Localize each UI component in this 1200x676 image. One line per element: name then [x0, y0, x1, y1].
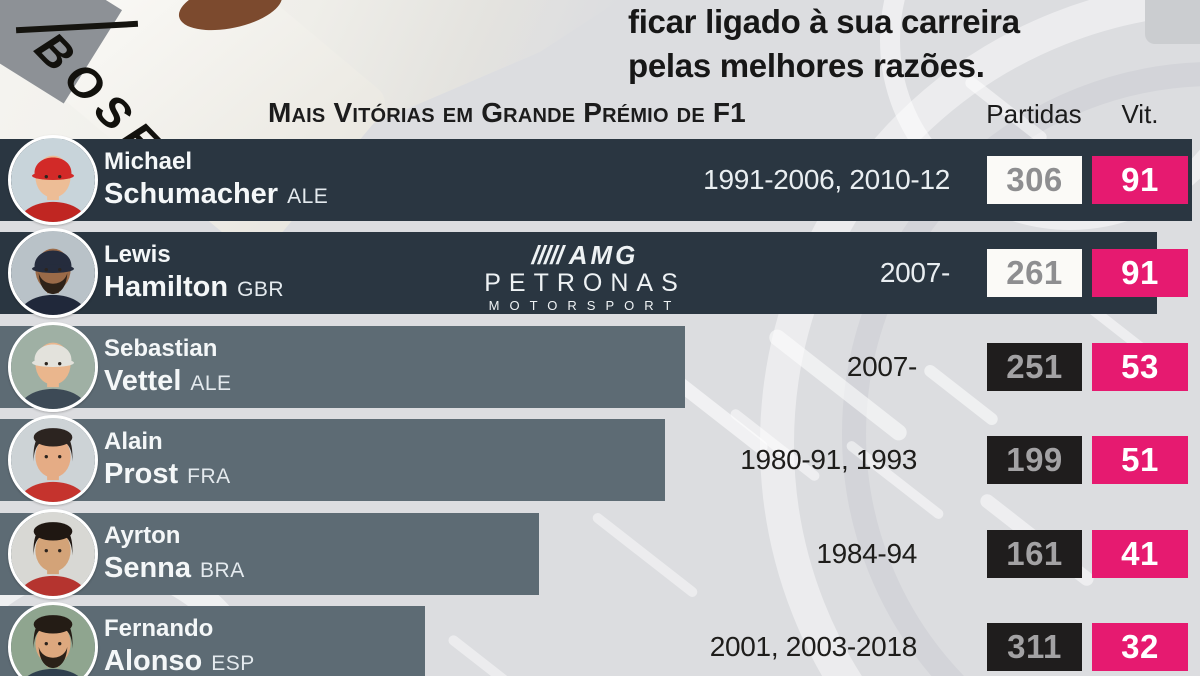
driver-last-name-line: Senna BRA	[104, 551, 245, 588]
driver-first-name: Alain	[104, 428, 163, 455]
amg-stripes-icon: /////	[531, 240, 564, 270]
victories-value-badge: 41	[1092, 530, 1188, 578]
hero-photo-area: BOSE	[0, 0, 640, 262]
petronas-logo-text: PETRONAS	[484, 269, 686, 297]
amg-logo-line: /////AMG	[420, 241, 750, 269]
career-years: 2001, 2003-2018	[709, 631, 918, 662]
driver-last-name-line: Alonso ESP	[104, 644, 255, 676]
career-years: 1980-91, 1993	[740, 444, 917, 475]
background-corner-tab	[1145, 0, 1200, 44]
win-bar	[0, 326, 685, 408]
driver-photo	[8, 135, 98, 225]
driver-last-name-line: Hamilton GBR	[104, 270, 284, 307]
amg-petronas-logo: /////AMG PETRONAS MOTORSPORT	[420, 241, 750, 314]
career-years: 1991-2006, 2010-12	[703, 164, 950, 195]
driver-country-code: ALE	[190, 372, 232, 395]
victories-value-badge: 53	[1092, 343, 1188, 391]
driver-country-code: ESP	[211, 652, 255, 675]
partidas-value-badge: 306	[987, 156, 1082, 204]
victories-value-badge: 91	[1092, 156, 1188, 204]
driver-last-name: Alonso	[104, 645, 203, 676]
driver-name: Fernando Alonso ESP	[104, 613, 255, 676]
partidas-value-badge: 199	[987, 436, 1082, 484]
driver-photo	[8, 602, 98, 676]
driver-row: Fernando Alonso ESP 2001, 2003-2018 311 32	[0, 602, 1200, 676]
driver-name: Lewis Hamilton GBR	[104, 239, 284, 307]
driver-row: Michael Schumacher ALE 1991-2006, 2010-12 30…	[0, 135, 1200, 225]
career-years: 2007-	[846, 351, 917, 382]
driver-last-name-line: Prost FRA	[104, 457, 231, 494]
driver-name: Michael Schumacher ALE	[104, 146, 328, 214]
intro-caption-line1: ficar ligado à sua carreira	[628, 3, 1020, 40]
driver-last-name-line: Vettel ALE	[104, 364, 232, 401]
career-years: 2007-	[879, 257, 950, 288]
driver-first-name: Sebastian	[104, 335, 218, 362]
partidas-value-badge: 161	[987, 530, 1082, 578]
victories-value-badge: 51	[1092, 436, 1188, 484]
driver-photo	[8, 415, 98, 505]
driver-last-name-line: Schumacher ALE	[104, 177, 328, 214]
driver-last-name: Hamilton	[104, 271, 229, 303]
driver-row: Ayrton Senna BRA 1984-94 161 41	[0, 509, 1200, 599]
driver-row: /////AMG PETRONAS MOTORSPORT Lewis Hamilton G…	[0, 228, 1200, 318]
intro-caption-line2: pelas melhores razões.	[628, 47, 985, 84]
driver-country-code: FRA	[187, 465, 231, 488]
amg-logo-text: AMG	[568, 240, 639, 270]
driver-first-name: Ayrton	[104, 522, 181, 549]
driver-photo	[8, 509, 98, 599]
victories-value-badge: 32	[1092, 623, 1188, 671]
win-bar	[0, 419, 665, 501]
driver-first-name: Michael	[104, 148, 193, 175]
driver-last-name: Vettel	[104, 365, 182, 397]
partidas-value-badge: 251	[987, 343, 1082, 391]
driver-first-name: Fernando	[104, 615, 214, 642]
driver-row: Sebastian Vettel ALE 2007- 251 53	[0, 322, 1200, 412]
victories-value-badge: 91	[1092, 249, 1188, 297]
driver-name: Ayrton Senna BRA	[104, 520, 245, 588]
driver-last-name: Schumacher	[104, 178, 279, 210]
driver-name: Alain Prost FRA	[104, 426, 231, 494]
driver-row: Alain Prost FRA 1980-91, 1993 199 51	[0, 415, 1200, 505]
career-years: 1984-94	[816, 538, 917, 569]
column-header-partidas: Partidas	[986, 99, 1082, 129]
driver-country-code: BRA	[200, 559, 245, 582]
driver-first-name: Lewis	[104, 241, 171, 268]
partidas-value-badge: 261	[987, 249, 1082, 297]
driver-photo	[8, 228, 98, 318]
intro-caption: ficar ligado à sua carreira pelas melhor…	[628, 0, 1020, 88]
driver-name: Sebastian Vettel ALE	[104, 333, 232, 401]
driver-last-name: Senna	[104, 552, 192, 584]
driver-photo	[8, 322, 98, 412]
driver-country-code: ALE	[287, 185, 329, 208]
driver-country-code: GBR	[237, 278, 285, 301]
chart-title: Mais Vitórias em Grande Prémio de F1	[268, 97, 746, 128]
partidas-value-badge: 311	[987, 623, 1082, 671]
win-bar	[0, 232, 1157, 314]
motorsport-logo-text: MOTORSPORT	[488, 298, 682, 313]
driver-last-name: Prost	[104, 458, 179, 490]
column-header-vitorias: Vit.	[1121, 99, 1159, 129]
